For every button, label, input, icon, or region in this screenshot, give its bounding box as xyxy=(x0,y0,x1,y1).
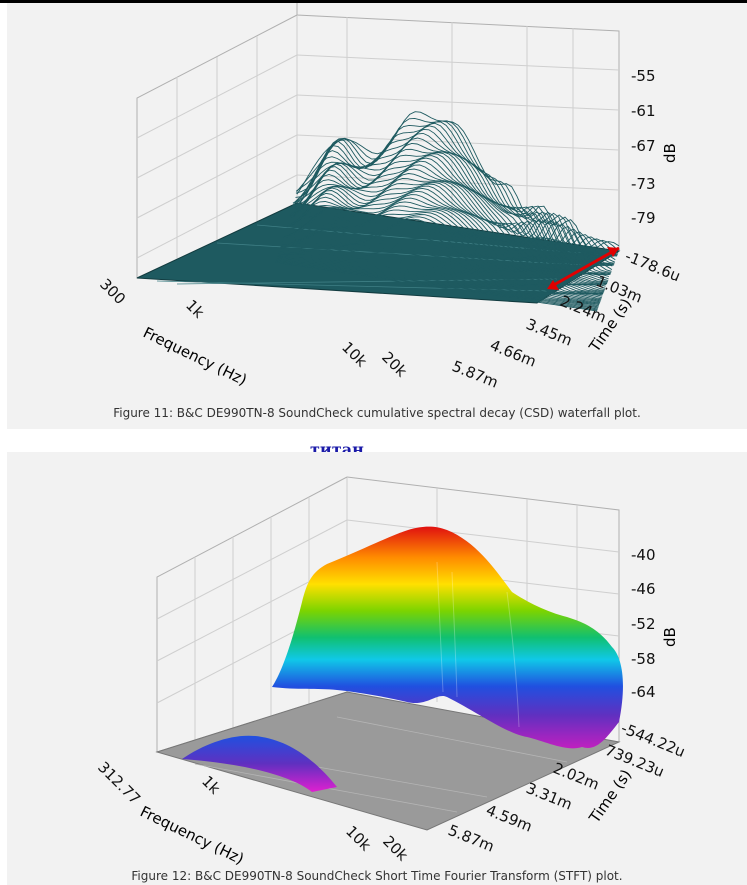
csd-slice-line xyxy=(276,259,599,309)
csd-slice-line xyxy=(289,183,612,273)
csd-slice-line xyxy=(289,178,613,270)
figure-stft-surface: -40 -46 -52 -58 -64 dB -544.22u 739.23u 2.02m 3… xyxy=(7,452,747,885)
z-tick-label: -67 xyxy=(631,137,656,155)
z-tick-label: -73 xyxy=(631,175,656,193)
figure-11-caption: Figure 11: B&C DE990TN-8 SoundCheck cumu… xyxy=(113,406,641,420)
csd-slice-line xyxy=(279,246,602,299)
time-tick-label: 5.87m xyxy=(450,357,501,392)
csd-slice-line xyxy=(290,173,613,267)
csd-slice-line xyxy=(283,227,606,287)
z-tick-label: -79 xyxy=(631,209,656,227)
csd-slice-line xyxy=(282,231,605,292)
csd-slice-line xyxy=(292,152,616,263)
surface-ridges xyxy=(436,561,520,728)
csd-slice-line xyxy=(275,261,598,311)
x-tick-label: 20k xyxy=(379,832,412,865)
csd-slice-line xyxy=(276,257,599,307)
csd-slice-line xyxy=(292,148,616,261)
stft-surface xyxy=(272,526,623,749)
csd-slice-line xyxy=(295,121,618,255)
x-tick-label: 300 xyxy=(96,275,129,308)
z-axis-ticks: -55 -61 -67 -73 -79 xyxy=(631,67,656,227)
x-tick-label: 10k xyxy=(338,338,371,371)
time-tick-label: 5.87m xyxy=(446,821,497,856)
z-axis-label: dB xyxy=(661,143,679,163)
z-axis-ticks: -40 -46 -52 -58 -64 xyxy=(631,546,656,701)
csd-slice-line xyxy=(284,218,607,285)
csd-slice-line xyxy=(286,205,609,280)
z-tick-label: -46 xyxy=(631,580,656,598)
csd-slice-line xyxy=(279,249,602,301)
csd-slice-line xyxy=(276,258,599,308)
x-tick-label: 312.77 xyxy=(94,758,144,808)
x-tick-label: 1k xyxy=(182,296,208,322)
time-tick-label: 3.45m xyxy=(524,315,575,350)
csd-slice-line xyxy=(282,233,605,293)
csd-slice-line xyxy=(277,256,600,306)
time-arrow xyxy=(547,246,620,290)
x-tick-label: 1k xyxy=(198,772,224,798)
back-grid xyxy=(296,3,620,251)
z-axis-label: dB xyxy=(661,627,679,647)
csd-plot: -55-61-67-73-79 dB -178.6u1.03m2.24m3.45… xyxy=(96,3,683,392)
csd-slice-line xyxy=(296,117,619,252)
time-tick-label: 2.02m xyxy=(551,759,602,794)
csd-slice-line xyxy=(280,245,603,297)
csd-slice-line xyxy=(281,235,604,294)
z-tick-label: -58 xyxy=(631,650,656,668)
csd-slice-line xyxy=(286,201,610,277)
csd-slice-line xyxy=(285,212,608,283)
csd-slice-line xyxy=(277,254,601,304)
z-tick-label: -55 xyxy=(631,67,656,85)
csd-slice-line xyxy=(281,237,604,294)
x-tick-label: 10k xyxy=(342,822,375,855)
x-axis-label: Frequency (Hz) xyxy=(137,802,247,868)
csd-slice-line xyxy=(287,194,610,275)
x-axis-label: Frequency (Hz) xyxy=(140,323,250,389)
csd-slice-line xyxy=(284,221,607,285)
time-tick-label: 4.59m xyxy=(484,801,535,836)
z-tick-label: -64 xyxy=(631,683,656,701)
stft-low-hump xyxy=(182,735,337,792)
z-tick-label: -52 xyxy=(631,615,656,633)
time-tick-label: 4.66m xyxy=(488,336,539,371)
csd-slice-line xyxy=(289,182,612,272)
csd-slice-line xyxy=(274,262,598,312)
csd-slice-line xyxy=(278,251,601,302)
stft-plot: -40-46-52-58-64 dB -544.22u739.23u2.02m3… xyxy=(94,476,688,868)
time-tick-label: -178.6u xyxy=(623,247,683,285)
csd-surface xyxy=(274,111,620,312)
figure-csd-waterfall: -55 -61 -67 -73 -79 dB -178.6u 1.03m 2.24m 3.45… xyxy=(7,3,747,429)
csd-slice-line xyxy=(295,122,618,256)
csd-slice-line xyxy=(275,260,598,310)
csd-slice-line xyxy=(283,224,606,286)
top-border xyxy=(0,0,747,3)
z-tick-label: -40 xyxy=(631,546,656,564)
csd-slice-line xyxy=(287,190,611,276)
csd-slice-line xyxy=(291,160,614,266)
csd-slice-line xyxy=(277,255,600,305)
z-tick-label: -61 xyxy=(631,102,656,120)
time-tick-label: 3.31m xyxy=(524,779,575,814)
csd-slice-line xyxy=(296,120,619,254)
csd-slice-line xyxy=(286,208,609,281)
figure-12-caption: Figure 12: B&C DE990TN-8 SoundCheck Shor… xyxy=(131,869,623,883)
x-tick-label: 20k xyxy=(378,348,411,381)
